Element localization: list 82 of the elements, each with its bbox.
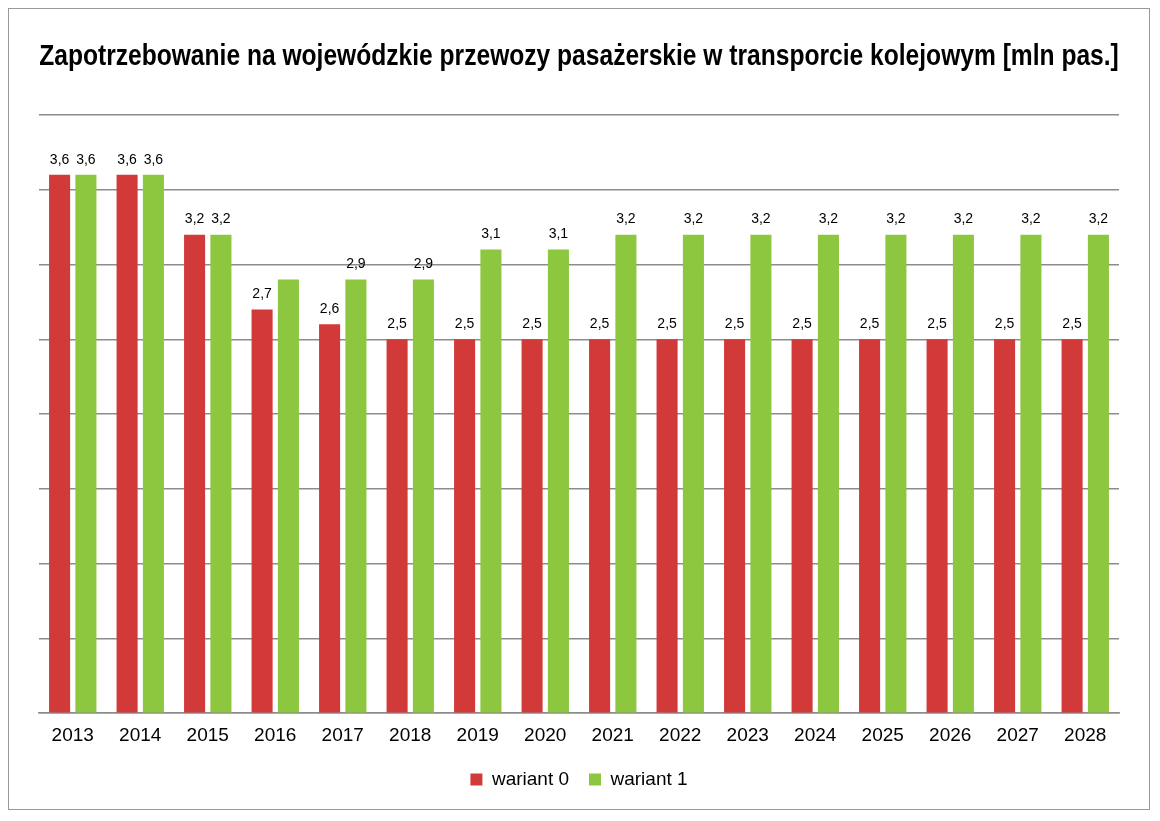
data-label: 3,2 bbox=[616, 210, 636, 227]
bar bbox=[386, 339, 408, 713]
data-label: 2,5 bbox=[387, 315, 408, 332]
x-tick-label: 2023 bbox=[726, 723, 769, 745]
bar bbox=[49, 174, 71, 713]
legend-label: wariant 1 bbox=[609, 767, 688, 789]
bar bbox=[251, 309, 273, 713]
bar bbox=[454, 339, 476, 713]
data-label: 2,6 bbox=[319, 300, 340, 317]
x-tick-label: 2022 bbox=[659, 723, 702, 745]
bar bbox=[615, 234, 637, 713]
bar bbox=[1087, 234, 1109, 713]
data-label: 2,5 bbox=[589, 315, 610, 332]
data-label: 3,2 bbox=[886, 210, 906, 227]
bar bbox=[750, 234, 772, 713]
bar bbox=[885, 234, 907, 713]
x-tick-label: 2013 bbox=[51, 723, 94, 745]
x-tick-label: 2019 bbox=[456, 723, 499, 745]
bar bbox=[926, 339, 948, 713]
bar bbox=[952, 234, 974, 713]
data-label: 3,2 bbox=[1021, 210, 1041, 227]
bar bbox=[75, 174, 97, 713]
bar bbox=[319, 324, 341, 713]
data-label: 2,7 bbox=[252, 285, 273, 302]
bar bbox=[277, 279, 299, 713]
data-label: 2,5 bbox=[859, 315, 880, 332]
data-label: 3,1 bbox=[548, 225, 569, 242]
x-tick-label: 2027 bbox=[996, 723, 1039, 745]
bar bbox=[184, 234, 206, 713]
data-label: 3,6 bbox=[143, 150, 164, 167]
data-label: 2,5 bbox=[454, 315, 475, 332]
bar bbox=[116, 174, 138, 713]
data-label: 2,5 bbox=[724, 315, 745, 332]
data-label: 2,9 bbox=[346, 255, 366, 272]
bar bbox=[791, 339, 813, 713]
data-label: 3,6 bbox=[49, 150, 70, 167]
data-label: 3,2 bbox=[211, 210, 231, 227]
data-label: 2,5 bbox=[792, 315, 813, 332]
x-tick-label: 2028 bbox=[1064, 723, 1107, 745]
data-label: 2,9 bbox=[413, 255, 434, 272]
bar bbox=[724, 339, 746, 713]
x-tick-label: 2026 bbox=[929, 723, 972, 745]
bar bbox=[817, 234, 839, 713]
x-tick-label: 2020 bbox=[524, 723, 567, 745]
bar bbox=[521, 339, 543, 713]
data-label: 3,2 bbox=[818, 210, 839, 227]
bar bbox=[1061, 339, 1083, 713]
x-tick-label: 2025 bbox=[861, 723, 904, 745]
bar bbox=[656, 339, 678, 713]
data-label: 2,5 bbox=[1062, 315, 1083, 332]
x-tick-label: 2021 bbox=[591, 723, 634, 745]
bar bbox=[994, 339, 1016, 713]
bar bbox=[345, 279, 367, 713]
bar bbox=[480, 249, 502, 713]
x-tick-label: 2018 bbox=[389, 723, 432, 745]
bar bbox=[412, 279, 434, 713]
x-tick-label: 2016 bbox=[254, 723, 297, 745]
bar bbox=[210, 234, 232, 713]
data-label: 3,2 bbox=[184, 210, 205, 227]
legend-label: wariant 0 bbox=[490, 767, 570, 789]
bar bbox=[589, 339, 611, 713]
data-label: 3,2 bbox=[1088, 210, 1109, 227]
x-tick-label: 2024 bbox=[794, 723, 837, 745]
data-label: 2,5 bbox=[927, 315, 948, 332]
x-tick-label: 2017 bbox=[321, 723, 364, 745]
bar bbox=[859, 339, 881, 713]
data-label: 3,2 bbox=[683, 210, 704, 227]
data-label: 3,6 bbox=[117, 150, 138, 167]
data-label: 2,5 bbox=[522, 315, 543, 332]
data-label: 3,6 bbox=[76, 150, 96, 167]
bar bbox=[682, 234, 704, 713]
bar bbox=[1020, 234, 1042, 713]
bar bbox=[547, 249, 569, 713]
bar bbox=[142, 174, 164, 713]
x-tick-label: 2014 bbox=[119, 723, 162, 745]
x-tick-label: 2015 bbox=[186, 723, 229, 745]
data-label: 3,1 bbox=[481, 225, 501, 242]
data-label: 2,5 bbox=[657, 315, 678, 332]
data-label: 2,5 bbox=[994, 315, 1015, 332]
chart-title: Zapotrzebowanie na wojewódzkie przewozy pasażerskie w transporcie kolejowym [mln pas.] bbox=[39, 37, 1119, 72]
data-label: 3,2 bbox=[953, 210, 974, 227]
data-label: 3,2 bbox=[751, 210, 771, 227]
